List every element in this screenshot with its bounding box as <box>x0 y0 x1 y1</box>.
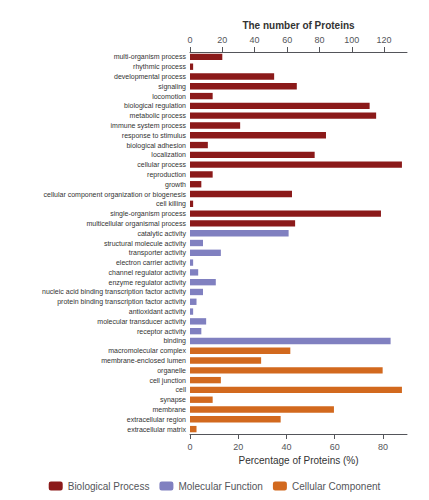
svg-text:catalytic activity: catalytic activity <box>137 230 186 238</box>
svg-text:biological regulation: biological regulation <box>124 102 186 110</box>
svg-text:Percentage of Proteins (%): Percentage of Proteins (%) <box>238 455 358 466</box>
svg-text:extracellular region: extracellular region <box>127 416 186 424</box>
svg-text:receptor activity: receptor activity <box>137 328 187 336</box>
svg-text:antioxidant activity: antioxidant activity <box>129 308 187 316</box>
svg-text:20: 20 <box>217 35 227 45</box>
svg-text:structural molecule activity: structural molecule activity <box>104 240 187 248</box>
svg-text:signaling: signaling <box>158 83 186 91</box>
svg-text:membrane-enclosed lumen: membrane-enclosed lumen <box>101 357 186 364</box>
svg-text:40: 40 <box>281 442 291 452</box>
svg-text:developmental process: developmental process <box>114 73 186 81</box>
svg-text:localization: localization <box>151 151 186 158</box>
svg-text:membrane: membrane <box>153 406 187 413</box>
svg-text:extracellular matrix: extracellular matrix <box>127 426 186 433</box>
svg-text:response to stimulus: response to stimulus <box>122 132 187 140</box>
svg-text:rhythmic process: rhythmic process <box>133 63 186 71</box>
svg-text:80: 80 <box>378 442 388 452</box>
svg-text:cell killing: cell killing <box>156 200 186 208</box>
svg-text:cellular component organizatio: cellular component organization or bioge… <box>44 191 187 199</box>
svg-text:cell: cell <box>175 386 186 393</box>
svg-text:locomotion: locomotion <box>152 93 186 100</box>
svg-text:macromolecular complex: macromolecular complex <box>108 347 186 355</box>
svg-text:120: 120 <box>377 35 392 45</box>
svg-text:electron carrier activity: electron carrier activity <box>116 259 187 267</box>
svg-text:synapse: synapse <box>160 396 186 404</box>
svg-text:single-organism process: single-organism process <box>110 210 186 218</box>
svg-text:Molecular Function: Molecular Function <box>178 481 262 492</box>
svg-text:molecular transducer activity: molecular transducer activity <box>97 318 186 326</box>
svg-text:binding: binding <box>163 337 186 345</box>
svg-text:nucleic acid binding transcrip: nucleic acid binding transcription facto… <box>42 288 186 296</box>
svg-text:40: 40 <box>250 35 260 45</box>
svg-text:immune system process: immune system process <box>111 122 187 130</box>
svg-text:cell junction: cell junction <box>149 377 186 385</box>
svg-text:The number of Proteins: The number of Proteins <box>242 20 355 31</box>
svg-text:biological adhesion: biological adhesion <box>126 142 186 150</box>
svg-text:20: 20 <box>233 442 243 452</box>
svg-text:multi-organism process: multi-organism process <box>114 53 187 61</box>
svg-text:transporter activity: transporter activity <box>129 249 187 257</box>
svg-text:80: 80 <box>314 35 324 45</box>
svg-text:60: 60 <box>282 35 292 45</box>
svg-text:100: 100 <box>344 35 359 45</box>
svg-text:cellular process: cellular process <box>137 161 186 169</box>
svg-text:channel regulator activity: channel regulator activity <box>109 269 187 277</box>
svg-text:0: 0 <box>187 442 192 452</box>
svg-text:Cellular Component: Cellular Component <box>292 481 381 492</box>
svg-text:enzyme regulator activity: enzyme regulator activity <box>109 279 187 287</box>
svg-text:metabolic process: metabolic process <box>130 112 187 120</box>
svg-text:organelle: organelle <box>157 367 186 375</box>
svg-text:60: 60 <box>330 442 340 452</box>
svg-text:multicellular organismal proce: multicellular organismal process <box>86 220 186 228</box>
svg-text:reproduction: reproduction <box>147 171 186 179</box>
svg-text:protein binding transcription: protein binding transcription factor act… <box>57 298 186 306</box>
svg-text:0: 0 <box>187 35 192 45</box>
svg-text:growth: growth <box>165 181 186 189</box>
svg-text:Biological Process: Biological Process <box>68 481 150 492</box>
